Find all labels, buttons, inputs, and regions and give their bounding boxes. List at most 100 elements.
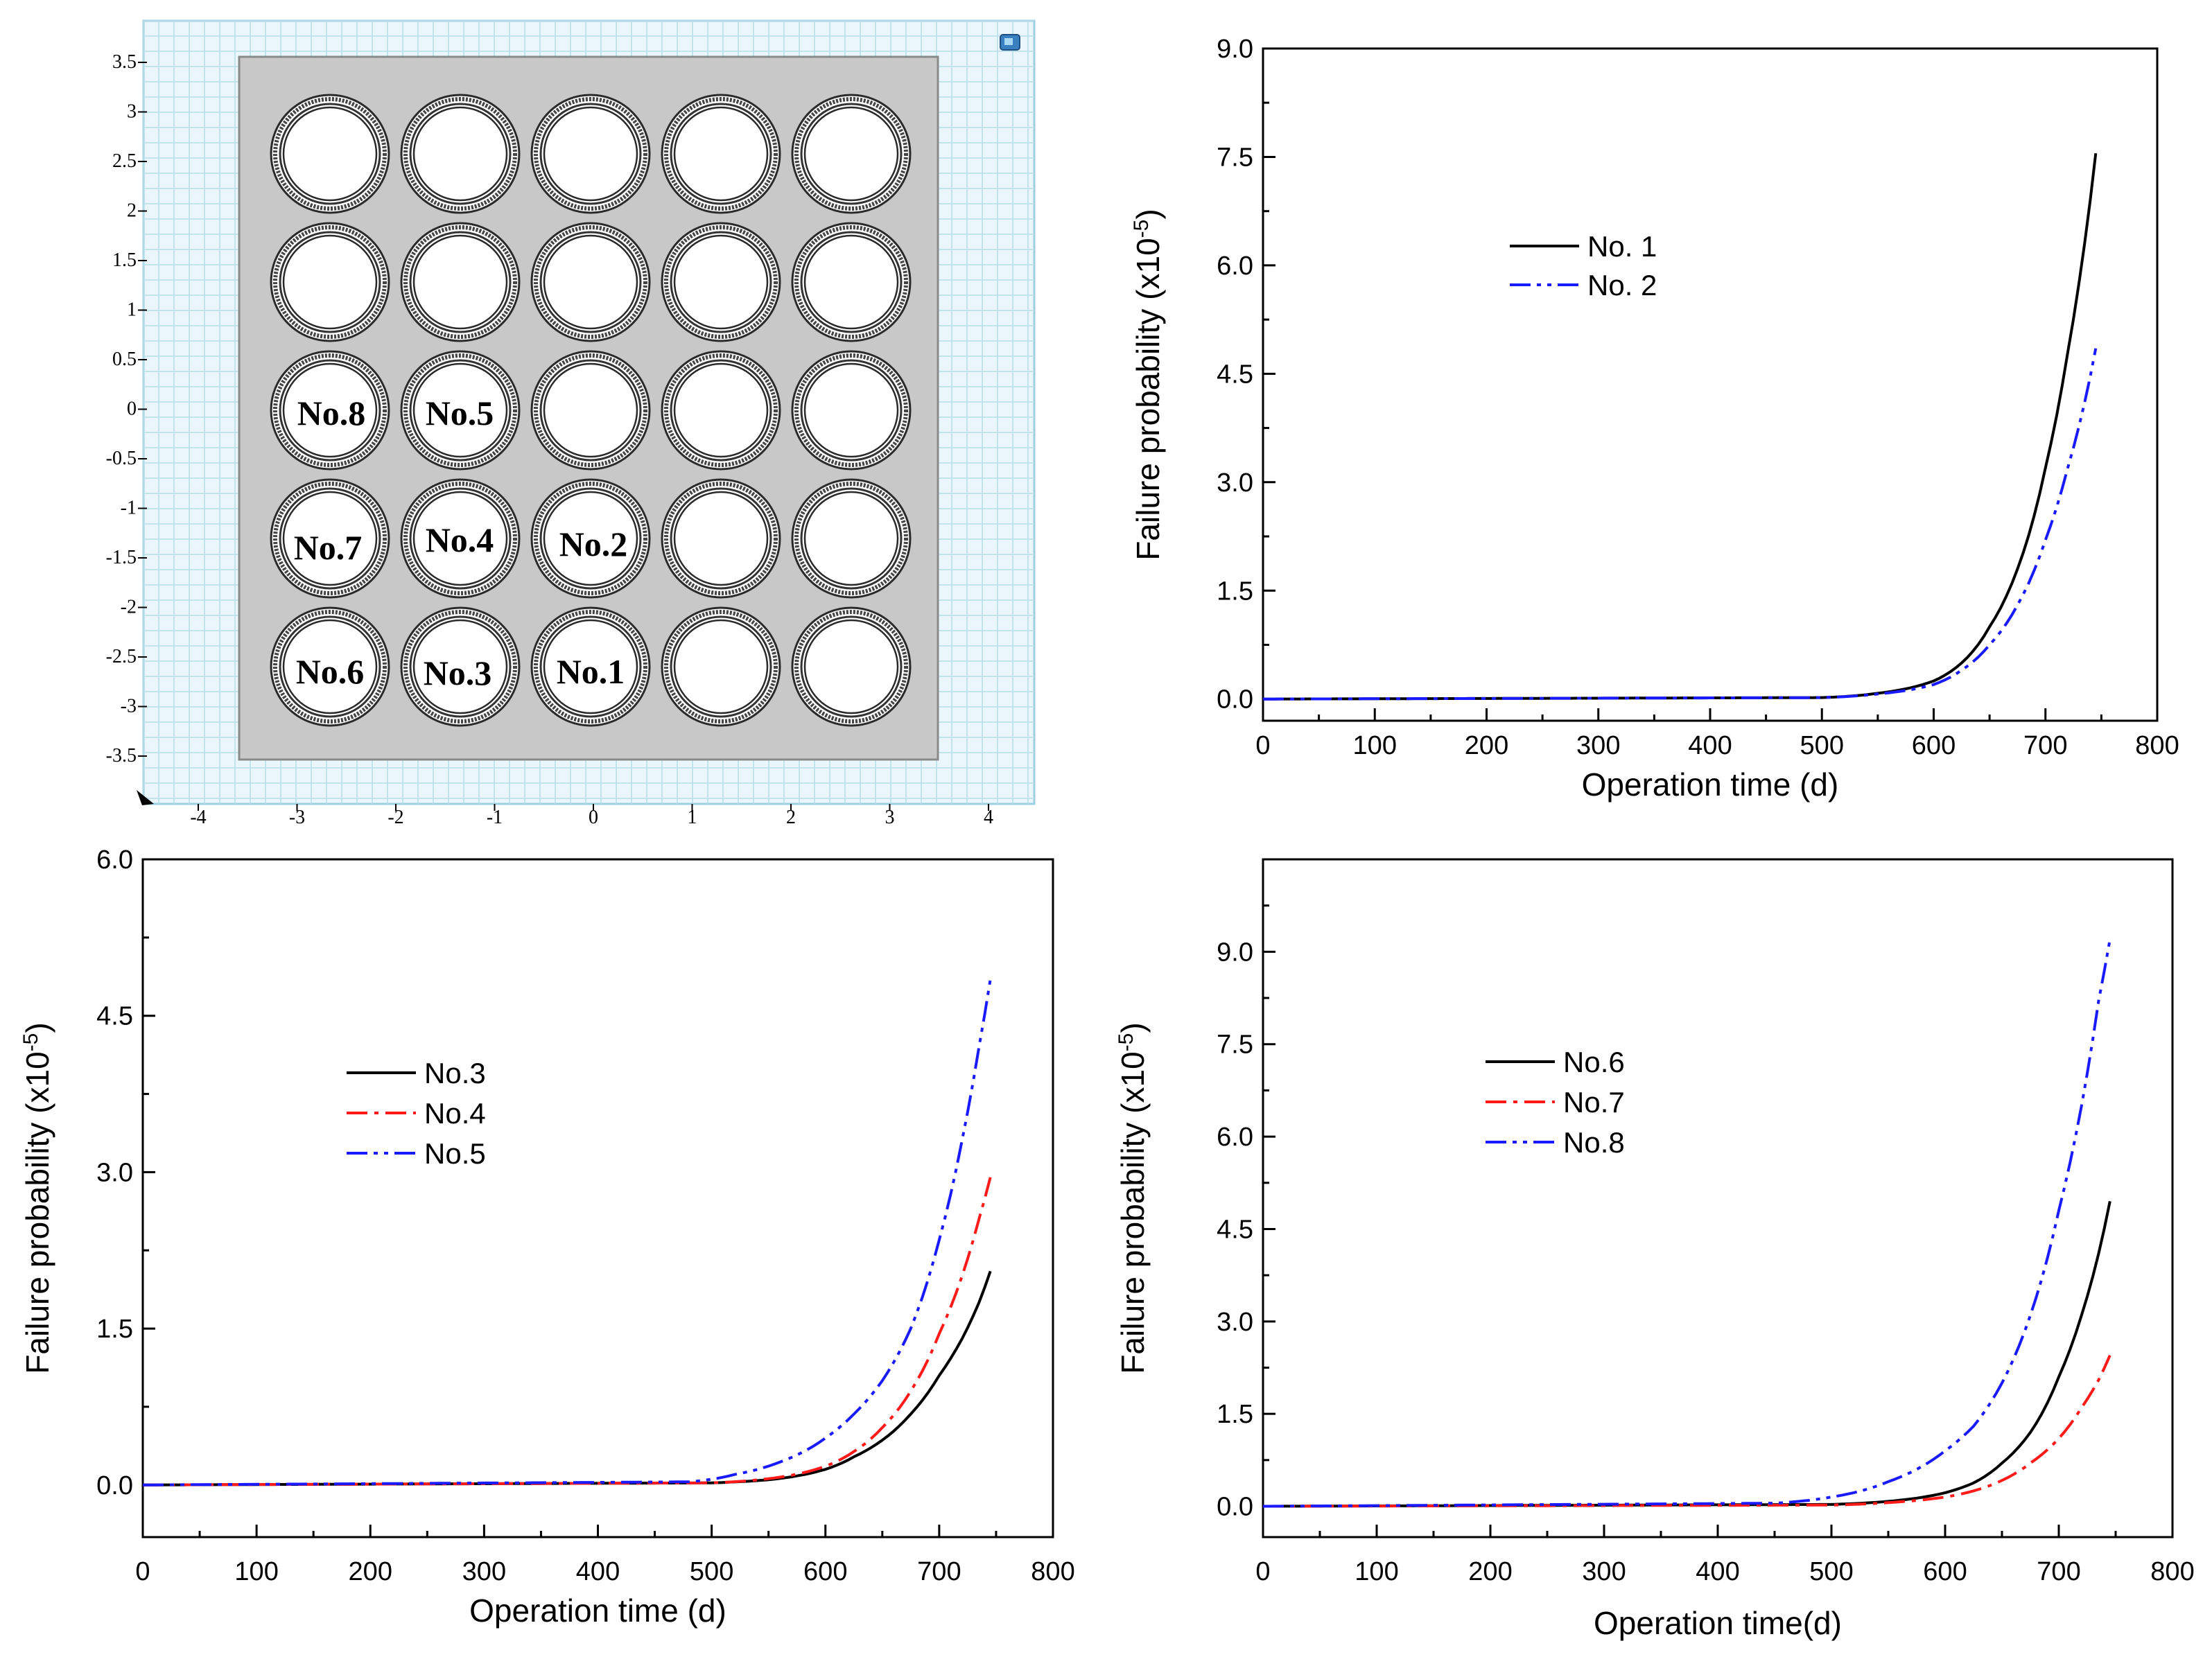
x-tick-label: 100 [1353, 731, 1397, 760]
fuel-rod [400, 478, 521, 599]
fuel-rod [270, 606, 390, 727]
geometry-y-tick-label: 3.5 [112, 51, 137, 73]
fuel-rod [791, 222, 912, 342]
legend-label: No. 2 [1587, 269, 1657, 301]
x-tick-label: 200 [1468, 1557, 1512, 1586]
chart-bottom-right: 0 100 200 300 400 500 600 700 800 0.0 1.5 3.0 4.5 6.0… [1115, 858, 2195, 1641]
y-tick-label: 1.5 [96, 1315, 133, 1344]
x-tick-label: 200 [1465, 731, 1508, 760]
x-tick-label: 600 [1912, 731, 1956, 760]
x-tick-label: 700 [2037, 1557, 2080, 1586]
series-line-no8 [1263, 939, 2111, 1508]
x-tick-label: 600 [803, 1557, 847, 1586]
geometry-x-tick-label: -4 [190, 807, 206, 828]
x-tick-label: 400 [1688, 731, 1732, 760]
geometry-y-tick-label: 0 [127, 398, 137, 420]
y-tick-label: 6.0 [96, 845, 133, 875]
series-line-no7 [1263, 1354, 2111, 1508]
x-tick-label: 700 [2023, 731, 2067, 760]
rod-label-no8: No.8 [297, 394, 366, 432]
legend-label: No.3 [424, 1057, 486, 1089]
rod-labels: No.8 No.5 No.7 No.4 No.2 No.6 No.3 No.1 [294, 394, 628, 692]
y-tick-label: 0.0 [96, 1471, 133, 1500]
fuel-rod [791, 478, 912, 599]
series-line-no3 [142, 1270, 992, 1487]
y-tick-label: 9.0 [1217, 938, 1253, 967]
x-tick-label: 800 [2150, 1557, 2194, 1586]
plot-frame [1262, 47, 2159, 722]
fuel-rod [661, 94, 781, 214]
y-axis-title: Failure probability (x10-5) [1130, 209, 1166, 560]
legend-label: No.5 [424, 1137, 486, 1170]
x-axis-title: Operation time (d) [469, 1593, 726, 1629]
series-line-no5 [142, 979, 992, 1487]
y-tick-label: 7.5 [1217, 143, 1253, 172]
rod-label-no3: No.3 [424, 654, 492, 692]
fuel-rod [661, 606, 781, 727]
geometry-x-tick-label: 0 [589, 807, 598, 828]
geometry-x-tick-label: -2 [387, 807, 403, 828]
y-axis-title: Failure probability (x10-5) [1115, 1022, 1151, 1374]
y-tick-label: 4.5 [1217, 360, 1253, 389]
y-tick-label: 3.0 [1217, 468, 1253, 498]
y-tick-label: 1.5 [1217, 1400, 1253, 1429]
fuel-rod [270, 222, 390, 342]
plot-frame [1262, 858, 2174, 1538]
fuel-rod [270, 350, 390, 471]
series-line-no4 [142, 1177, 992, 1487]
fuel-rod [791, 606, 912, 727]
rod-label-no4: No.4 [426, 520, 494, 559]
fuel-rod [661, 478, 781, 599]
rod-label-no6: No.6 [296, 652, 365, 691]
geometry-y-tick-label: 3 [127, 101, 137, 123]
chart-top-right: 0 100 200 300 400 500 600 700 800 0.0 1.5 3.0 4.5 6.0… [1130, 35, 2179, 803]
x-axis-title: Operation time(d) [1594, 1605, 1842, 1641]
x-tick-label: 100 [1355, 1557, 1398, 1586]
geometry-x-tick-label: 1 [688, 807, 697, 828]
y-axis-title: Failure probability (x10-5) [19, 1022, 55, 1374]
geometry-x-tick-label: -3 [289, 807, 305, 828]
fuel-rod [661, 350, 781, 471]
x-tick-label: 200 [349, 1557, 392, 1586]
rod-label-no2: No.2 [559, 525, 628, 563]
geometry-y-tick-label: -1.5 [106, 547, 137, 568]
fuel-rod [270, 478, 390, 599]
x-tick-label: 500 [690, 1557, 733, 1586]
x-tick-label: 300 [1582, 1557, 1626, 1586]
geometry-x-tick-labels: -4 -3 -2 -1 0 1 2 3 4 [190, 804, 993, 828]
geometry-x-tick-label: 3 [885, 807, 895, 828]
x-tick-label: 100 [234, 1557, 278, 1586]
fuel-rod [661, 222, 781, 342]
fuel-rod [270, 94, 390, 214]
fuel-rod [400, 350, 521, 471]
fuel-rod [791, 350, 912, 471]
x-axis-title: Operation time (d) [1582, 766, 1839, 803]
y-tick-label: 0.0 [1217, 685, 1253, 714]
x-tick-label: 500 [1809, 1557, 1853, 1586]
geometry-y-tick-labels: 3.5 3 2.5 2 1.5 1 0.5 0 -0.5 -1 -1.5 -2 -2.5 -3 -3.5 [106, 51, 147, 766]
y-tick-label: 4.5 [1217, 1215, 1253, 1244]
plot-frame [141, 858, 1054, 1538]
x-tick-label: 800 [1031, 1557, 1074, 1586]
geometry-x-tick-label: 4 [984, 807, 993, 828]
view-cube-icon[interactable] [1000, 34, 1020, 51]
x-tick-label: 400 [576, 1557, 620, 1586]
chart-bottom-left: 0 100 200 300 400 500 600 700 800 0.0 1.5 3.0 4.5 6.0… [19, 845, 1075, 1629]
y-tick-label: 4.5 [96, 1002, 133, 1031]
y-tick-label: 0.0 [1217, 1493, 1253, 1522]
x-tick-label: 800 [2135, 731, 2179, 760]
rod-label-no1: No.1 [557, 652, 625, 691]
geometry-y-tick-label: 2.5 [112, 150, 137, 172]
fuel-rod-array [270, 94, 912, 727]
legend-label: No.8 [1563, 1126, 1625, 1159]
x-tick-label: 0 [1255, 731, 1270, 760]
x-tick-label: 700 [917, 1557, 961, 1586]
x-tick-label: 0 [1255, 1557, 1270, 1586]
x-tick-label: 300 [462, 1557, 506, 1586]
legend-label: No.4 [424, 1097, 486, 1130]
geometry-y-tick-label: 0.5 [112, 349, 137, 370]
fuel-rod [530, 94, 651, 214]
fuel-rod [400, 606, 521, 727]
x-tick-label: 400 [1696, 1557, 1739, 1586]
